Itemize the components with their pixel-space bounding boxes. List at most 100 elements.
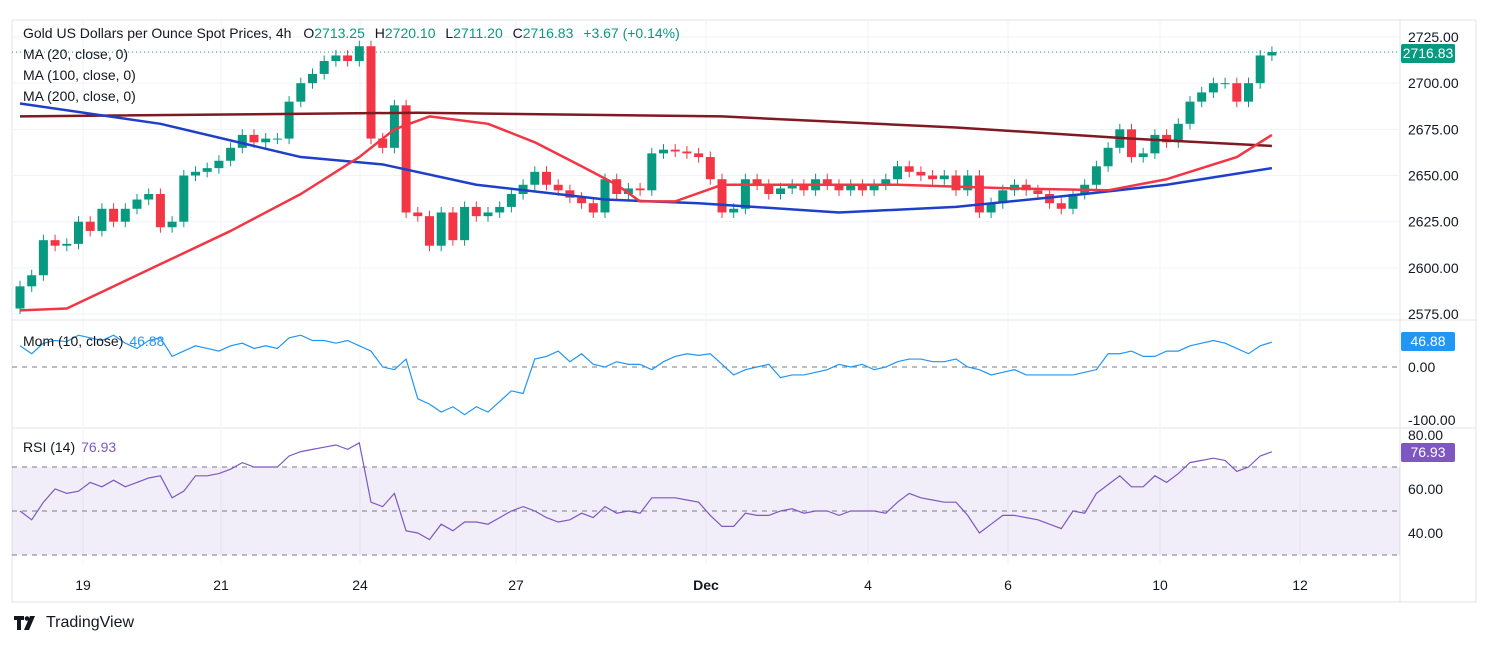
candle-up	[62, 243, 72, 246]
candle-down	[694, 153, 704, 158]
x-tick-label: 6	[1004, 577, 1012, 593]
price-tick-label: 2700.00	[1408, 75, 1459, 91]
candle-down	[717, 179, 727, 213]
tradingview-logo-icon	[14, 616, 35, 630]
candle-down	[974, 175, 984, 213]
legend-ma200[interactable]: MA (200, close, 0)	[23, 88, 136, 104]
candle-down	[343, 55, 353, 62]
candle-down	[378, 138, 388, 148]
mom-tick-label: -100.00	[1408, 412, 1456, 428]
candle-up	[495, 206, 505, 213]
tradingview-logo[interactable]: TradingView	[14, 614, 134, 632]
candle-up	[846, 184, 856, 191]
candle-up	[167, 221, 177, 228]
rsi-tick-label: 40.00	[1408, 525, 1443, 541]
candle-up	[483, 212, 493, 217]
legend-ma100[interactable]: MA (100, close, 0)	[23, 67, 136, 83]
candle-down	[1162, 134, 1172, 143]
candle-up	[1208, 83, 1218, 93]
candle-up	[15, 286, 25, 309]
candle-up	[659, 149, 668, 154]
candle-down	[565, 190, 575, 198]
price-tick-label: 2575.00	[1408, 306, 1459, 322]
candle-down	[413, 212, 423, 217]
candle-down	[834, 184, 844, 191]
candle-up	[776, 188, 785, 194]
candle-up	[1244, 83, 1253, 102]
x-tick-label: Dec	[693, 577, 719, 593]
candle-down	[542, 171, 551, 185]
candle-up	[97, 208, 107, 231]
candle-down	[109, 208, 119, 222]
open-value: 2713.25	[314, 25, 365, 41]
candle-up	[1091, 166, 1101, 185]
x-tick-label: 19	[75, 577, 91, 593]
legend-rsi[interactable]: RSI (14) 76.93	[23, 439, 117, 455]
candle-down	[822, 179, 832, 185]
symbol-title: Gold US Dollars per Ounce Spot Prices, 4…	[23, 25, 292, 41]
candle-up	[389, 105, 399, 148]
rsi-tick-label: 80.00	[1408, 427, 1443, 443]
x-tick-label: 24	[352, 577, 368, 593]
legend-mom[interactable]: Mom (10, close) 46.88	[23, 333, 165, 349]
rsi-tick-label: 60.00	[1408, 481, 1443, 497]
candle-up	[436, 212, 446, 246]
candle-down	[705, 157, 715, 180]
candle-up	[296, 83, 306, 102]
candle-up	[1185, 101, 1195, 124]
candle-down	[401, 105, 411, 213]
candle-up	[1197, 92, 1207, 102]
candle-down	[799, 184, 809, 191]
candle-down	[916, 171, 926, 176]
candle-up	[261, 138, 271, 143]
candle-up	[191, 171, 200, 176]
momentum-line	[19, 334, 1273, 416]
candle-down	[1232, 83, 1242, 102]
candle-up	[132, 199, 142, 209]
close-value: 2716.83	[522, 25, 574, 41]
mom-tick-label: 0.00	[1408, 359, 1435, 375]
candle-down	[471, 206, 481, 217]
candle-up	[1138, 153, 1148, 158]
ma100-line	[19, 102, 1273, 214]
candle-down	[764, 184, 774, 194]
candle-down	[682, 151, 692, 154]
ma200-line	[19, 111, 1272, 148]
x-tick-label: 27	[508, 577, 524, 593]
symbol-header: Gold US Dollars per Ounce Spot Prices, 4…	[23, 25, 680, 41]
candle-down	[577, 197, 587, 204]
x-tick-label: 4	[864, 577, 872, 593]
candle-up	[354, 46, 364, 62]
candle-up	[272, 138, 282, 140]
candle-up	[600, 179, 610, 213]
candle-up	[963, 175, 973, 191]
candle-up	[729, 208, 739, 213]
legend-ma20[interactable]: MA (20, close, 0)	[23, 46, 129, 62]
high-value: 2720.10	[384, 25, 436, 41]
candle-down	[670, 149, 680, 152]
candle-up	[237, 134, 247, 148]
candle-up	[530, 171, 540, 185]
chart-frame	[11, 19, 1477, 603]
candle-up	[1267, 52, 1277, 56]
candle-up	[623, 188, 633, 194]
x-tick-label: 10	[1152, 577, 1168, 593]
candle-down	[1056, 203, 1066, 209]
x-tick-label: 12	[1292, 577, 1308, 593]
candle-up	[144, 193, 154, 200]
candle-down	[366, 46, 376, 139]
candle-down	[928, 175, 938, 180]
price-badge: 2716.83	[1401, 44, 1455, 63]
candle-up	[893, 166, 902, 180]
candle-down	[635, 188, 645, 191]
x-tick-label: 21	[213, 577, 229, 593]
candle-up	[1150, 134, 1160, 154]
candle-down	[752, 179, 762, 185]
candle-up	[202, 168, 212, 172]
candle-up	[1103, 147, 1113, 167]
candle-down	[85, 221, 95, 231]
candle-down	[951, 175, 961, 191]
candle-down	[553, 184, 563, 191]
